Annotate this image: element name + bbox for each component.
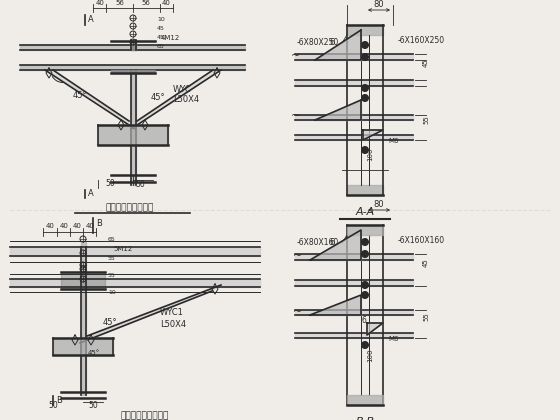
- Text: ~: ~: [291, 51, 300, 61]
- Text: ~: ~: [292, 307, 302, 317]
- Text: 45: 45: [157, 26, 165, 31]
- Text: B: B: [56, 396, 62, 405]
- Text: 55: 55: [108, 273, 116, 278]
- Polygon shape: [53, 338, 113, 355]
- Text: 55: 55: [423, 312, 429, 321]
- Text: 45°: 45°: [103, 318, 118, 327]
- Text: 45°: 45°: [88, 350, 100, 356]
- Polygon shape: [315, 100, 361, 120]
- Polygon shape: [347, 185, 383, 195]
- Text: ~: ~: [292, 251, 302, 261]
- Polygon shape: [347, 25, 383, 35]
- Circle shape: [362, 53, 368, 60]
- Text: 40: 40: [96, 0, 104, 6]
- Text: 4M12: 4M12: [161, 35, 180, 41]
- Text: 45°: 45°: [151, 93, 166, 102]
- Text: -6X80X250: -6X80X250: [297, 38, 339, 47]
- Text: 56: 56: [142, 0, 151, 6]
- Polygon shape: [367, 323, 383, 335]
- Text: 45°: 45°: [73, 91, 87, 100]
- Text: 45: 45: [423, 258, 429, 267]
- Polygon shape: [295, 280, 413, 286]
- Text: M6: M6: [388, 336, 399, 342]
- Text: 65: 65: [108, 237, 116, 242]
- Text: 80: 80: [374, 200, 384, 209]
- Text: 55: 55: [423, 116, 429, 124]
- Text: 45: 45: [423, 58, 429, 67]
- Polygon shape: [131, 70, 221, 129]
- Text: WYC1: WYC1: [160, 308, 184, 317]
- Text: 屋面边脊檩条大样图: 屋面边脊檩条大样图: [121, 411, 169, 420]
- Polygon shape: [310, 295, 361, 315]
- Text: -6X160X160: -6X160X160: [398, 236, 445, 245]
- Text: L50X4: L50X4: [160, 320, 186, 329]
- Text: 6: 6: [329, 38, 334, 47]
- Text: 50: 50: [88, 401, 98, 410]
- Text: 屋面中脊檩条大样图: 屋面中脊檩条大样图: [106, 203, 154, 212]
- Text: 80: 80: [374, 0, 384, 9]
- Polygon shape: [10, 247, 260, 256]
- Text: B-B: B-B: [356, 417, 375, 420]
- Text: 55: 55: [108, 256, 116, 261]
- Polygon shape: [80, 285, 221, 343]
- Polygon shape: [295, 54, 413, 60]
- Text: 40: 40: [59, 223, 68, 229]
- Text: 10: 10: [108, 290, 116, 295]
- Circle shape: [362, 239, 368, 246]
- Text: 6: 6: [361, 316, 366, 325]
- Polygon shape: [363, 130, 383, 140]
- Text: 50: 50: [105, 179, 115, 188]
- Text: 100: 100: [367, 349, 373, 362]
- Text: 50: 50: [135, 180, 145, 189]
- Polygon shape: [10, 279, 260, 287]
- Polygon shape: [295, 254, 413, 260]
- Circle shape: [362, 94, 368, 102]
- Polygon shape: [295, 80, 413, 86]
- Text: 45: 45: [157, 35, 165, 40]
- Text: 56: 56: [115, 0, 124, 6]
- Text: WYC: WYC: [173, 85, 192, 94]
- Polygon shape: [315, 30, 361, 60]
- Circle shape: [362, 291, 368, 299]
- Text: 10: 10: [157, 17, 165, 22]
- Text: 100: 100: [367, 147, 373, 161]
- Text: 5M12: 5M12: [113, 246, 132, 252]
- Polygon shape: [295, 115, 413, 120]
- Polygon shape: [295, 333, 413, 338]
- Text: 40: 40: [45, 223, 54, 229]
- Polygon shape: [295, 135, 413, 140]
- Text: A: A: [88, 15, 94, 24]
- Text: -6X80X160: -6X80X160: [297, 238, 339, 247]
- Text: 50: 50: [48, 401, 58, 410]
- Polygon shape: [310, 230, 361, 260]
- Circle shape: [362, 147, 368, 153]
- Text: 6: 6: [329, 238, 334, 247]
- Polygon shape: [45, 70, 135, 129]
- Text: 40: 40: [73, 223, 81, 229]
- Circle shape: [362, 42, 368, 48]
- Circle shape: [362, 84, 368, 92]
- Text: A-A: A-A: [356, 207, 375, 217]
- Circle shape: [362, 250, 368, 257]
- Text: 40: 40: [86, 223, 95, 229]
- Text: 40: 40: [162, 0, 170, 6]
- Text: L50X4: L50X4: [173, 95, 199, 104]
- Text: B: B: [96, 219, 102, 228]
- Text: 65: 65: [157, 44, 165, 49]
- Polygon shape: [347, 395, 383, 405]
- Polygon shape: [98, 125, 168, 145]
- Text: ~: ~: [291, 111, 300, 121]
- Text: -6X160X250: -6X160X250: [398, 36, 445, 45]
- Circle shape: [362, 341, 368, 349]
- Polygon shape: [81, 241, 86, 395]
- Polygon shape: [295, 310, 413, 315]
- Polygon shape: [347, 225, 383, 235]
- Circle shape: [362, 281, 368, 289]
- Polygon shape: [61, 272, 105, 289]
- Text: A: A: [88, 189, 94, 198]
- Text: M6: M6: [388, 138, 399, 144]
